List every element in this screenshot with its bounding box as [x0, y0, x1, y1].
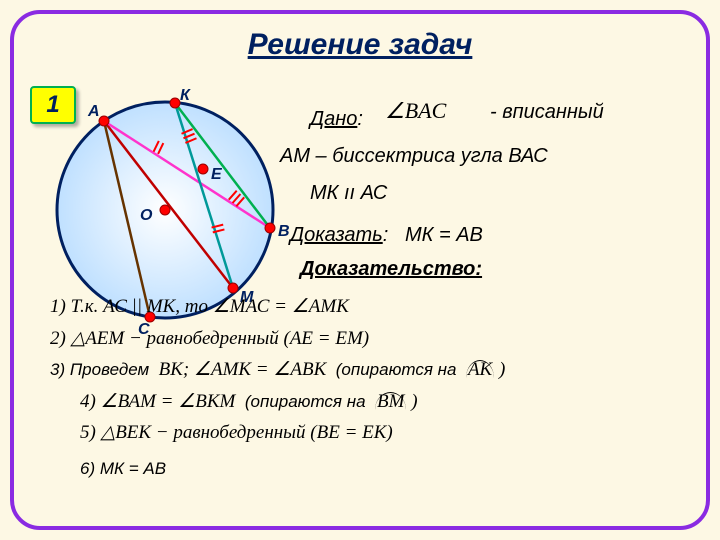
svg-text:Е: Е: [211, 166, 223, 183]
step-2: 2) △АЕМ − равнобедренный (АЕ = ЕМ): [50, 325, 680, 354]
step3-bk: ВК: [159, 359, 183, 380]
angle-bac: ∠BAC: [385, 98, 446, 124]
step3-mid: ; ∠АМК = ∠АВК: [183, 359, 326, 380]
step-5: 5) △ВЕК − равнобедренный (ВЕ = ЕК): [80, 419, 680, 448]
svg-text:К: К: [180, 87, 191, 104]
proof-label: Доказательство:: [300, 258, 482, 281]
slide: Решение задач 1 АКВМСОЕ Дано: АМ – биссе…: [0, 0, 720, 540]
parallel-statement: МК ıı АС: [310, 182, 548, 205]
step-1: 1) Т.к. АС || МК, то ∠МАС = ∠АМК: [50, 293, 680, 322]
step4-main: 4) ∠ВАМ = ∠ВКМ: [80, 391, 235, 412]
step4-arc: ВМ: [375, 392, 406, 410]
bisector-statement: АМ – биссектриса угла ВАС: [280, 145, 548, 168]
prove-line: Доказать: МК = АВ: [290, 224, 483, 247]
svg-text:В: В: [278, 223, 290, 240]
step4-note: (опираются на: [245, 392, 366, 411]
step3-note: (опираются на: [336, 360, 457, 379]
svg-text:А: А: [87, 103, 100, 120]
step-3: 3) Проведем ВК; ∠АМК = ∠АВК (опираются н…: [50, 356, 680, 385]
inscribed-note: - вписанный: [490, 101, 604, 124]
step3-arc: АК: [466, 360, 494, 378]
step-4: 4) ∠ВАМ = ∠ВКМ (опираются на ВМ ): [80, 388, 680, 417]
page-title: Решение задач: [0, 28, 720, 62]
given-label: Дано: [310, 108, 357, 130]
prove-statement: МК = АВ: [405, 224, 483, 246]
proof-steps: 1) Т.к. АС || МК, то ∠МАС = ∠АМК 2) △АЕМ…: [50, 290, 680, 484]
svg-text:О: О: [140, 207, 153, 224]
step3-prefix: 3) Проведем: [50, 360, 149, 379]
step-6: 6) МК = АВ: [80, 456, 680, 482]
prove-label: Доказать: [290, 224, 383, 246]
